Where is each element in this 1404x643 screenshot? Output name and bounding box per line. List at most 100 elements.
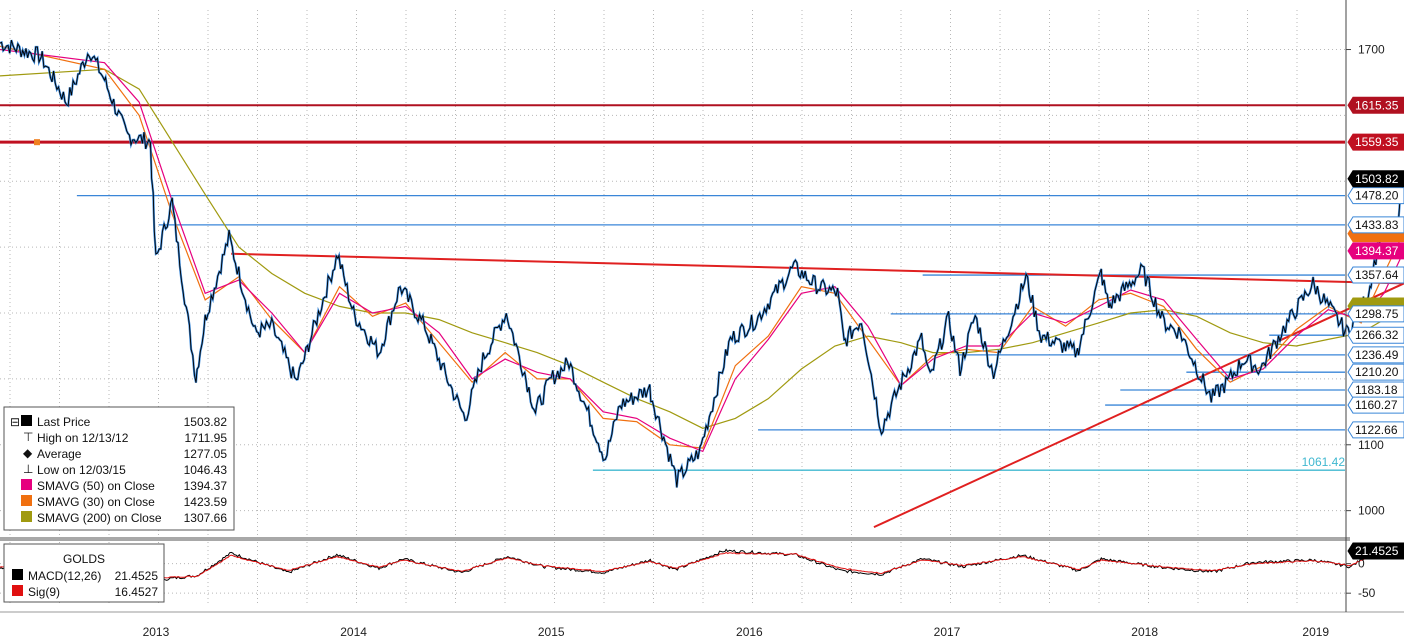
level-tag: 1236.49 [1347, 346, 1404, 364]
level-tag: 1122.66 [1347, 421, 1404, 439]
level-tag-label: 1266.32 [1355, 328, 1399, 342]
panel-divider [0, 537, 1350, 541]
legend-value: 1503.82 [184, 415, 228, 429]
level-tag: 1298.75 [1347, 305, 1404, 323]
legend-collapse-icon: ⊟ [10, 415, 20, 429]
level-tag-label: 1160.27 [1355, 398, 1398, 412]
level-tag-label: 1357.64 [1355, 268, 1399, 282]
value-tag: 1394.37 [1347, 242, 1404, 260]
x-tick-label: 2018 [1131, 625, 1158, 639]
x-tick-label: 2013 [143, 625, 170, 639]
price-series [0, 39, 1404, 488]
macd-legend: GOLDS MACD(12,26) 21.4525 Sig(9) 16.4527 [3, 543, 165, 603]
resistance-tag-bg [1347, 96, 1404, 114]
level-annotation: 1061.42 [1302, 455, 1346, 469]
level-tag-bg [1347, 363, 1404, 381]
value-tag-bg [1347, 242, 1404, 260]
level-tag: 1183.18 [1347, 381, 1404, 399]
y-tick-label: 1000 [1358, 504, 1385, 518]
legend-label: High on 12/13/12 [37, 431, 129, 445]
macd-legend-value: 21.4525 [115, 569, 159, 583]
legends: ⊟ Last Price 1503.82 ⊤ High on 12/13/12 1711.… [3, 406, 235, 603]
legend-box [3, 406, 235, 531]
legend-value: 1711.95 [185, 431, 228, 445]
level-tag-label: 1298.75 [1355, 307, 1399, 321]
legend-value: 1394.37 [184, 479, 228, 493]
level-tag-label: 1236.49 [1355, 348, 1399, 362]
level-tag-label: 1478.20 [1355, 189, 1399, 203]
level-tag-label: 1183.18 [1355, 383, 1398, 397]
level-tag: 1433.83 [1347, 216, 1404, 234]
legend-symbol: ◆ [23, 446, 33, 460]
price-line [0, 39, 1404, 488]
macd-legend-box [3, 543, 165, 603]
main-legend: ⊟ Last Price 1503.82 ⊤ High on 12/13/12 1711.… [3, 406, 235, 531]
level-tag-bg [1347, 346, 1404, 364]
signal-line [0, 549, 1404, 579]
macd-panel [0, 545, 1404, 582]
resistance-tag: 1615.35 [1347, 96, 1404, 114]
level-tag: 1478.20 [1347, 187, 1404, 205]
trend-line [873, 282, 1404, 529]
macd-legend-value: 16.4527 [115, 585, 159, 599]
trend-line [231, 252, 1404, 285]
macd-legend-swatch [12, 569, 23, 580]
level-tag-label: 1433.83 [1355, 218, 1399, 232]
legend-symbol: ⊥ [23, 462, 33, 476]
level-tag-bg [1347, 421, 1404, 439]
legend-value: 1277.05 [184, 447, 228, 461]
macd-value-tag-label: 21.4525 [1355, 544, 1399, 558]
macd-value-tag-bg [1347, 542, 1404, 560]
support-resistance-levels [0, 104, 1404, 529]
legend-label: SMAVG (50) on Close [37, 479, 155, 493]
macd-line [0, 545, 1404, 582]
axes: 1000 1100 1700 0 -50 2013 2014 2015 2016 2017 2018… [143, 0, 1385, 639]
x-tick-label: 2014 [340, 625, 367, 639]
level-tag-bg [1347, 187, 1404, 205]
legend-label: Last Price [37, 415, 91, 429]
legend-label: Average [37, 447, 82, 461]
value-tag-label: 1394.37 [1355, 244, 1399, 258]
level-tag-bg [1347, 326, 1404, 344]
level-tag: 1210.20 [1347, 363, 1404, 381]
macd-legend-swatch [12, 585, 23, 596]
x-tick-label: 2015 [538, 625, 565, 639]
resistance-tag-label: 1615.35 [1355, 98, 1399, 112]
price-tags: 1615.35 1559.35 1478.20 1433.83 1357.64 1298.… [1302, 96, 1404, 560]
sma-line-2 [0, 45, 1404, 449]
macd-legend-label: Sig(9) [28, 585, 60, 599]
level-tag-bg [1347, 216, 1404, 234]
legend-value: 1423.59 [184, 495, 228, 509]
legend-label: SMAVG (30) on Close [37, 495, 155, 509]
resistance-tag-bg [1347, 133, 1404, 151]
level-tag-bg [1347, 305, 1404, 323]
level-tag-bg [1347, 266, 1404, 284]
macd-y-tick-label: 0 [1358, 557, 1365, 571]
y-tick-label: 1100 [1358, 438, 1384, 452]
sma-line-1 [0, 48, 1404, 453]
level-tag-bg [1347, 381, 1404, 399]
resistance-tag-label: 1559.35 [1355, 135, 1399, 149]
y-tick-label: 1700 [1358, 43, 1385, 57]
macd-value-tag: 21.4525 [1347, 542, 1404, 560]
legend-swatch [21, 415, 32, 426]
x-tick-label: 2017 [934, 625, 961, 639]
legend-label: Low on 12/03/15 [37, 463, 126, 477]
level-tag-label: 1210.20 [1355, 365, 1399, 379]
level-tag-bg [1347, 396, 1404, 414]
level-tag: 1266.32 [1347, 326, 1404, 344]
price-marker [34, 139, 40, 146]
legend-value: 1307.66 [184, 511, 228, 525]
legend-value: 1046.43 [184, 463, 228, 477]
macd-y-tick-label: -50 [1358, 586, 1376, 600]
legend-swatch [21, 495, 32, 506]
level-tag: 1160.27 [1347, 396, 1404, 414]
sma-line-3 [0, 68, 1404, 429]
macd-title: GOLDS [63, 552, 105, 566]
legend-swatch [21, 479, 32, 490]
legend-swatch [21, 511, 32, 522]
value-tag: 1503.82 [1347, 170, 1404, 188]
x-tick-label: 2019 [1302, 625, 1329, 639]
level-tag-label: 1122.66 [1355, 423, 1398, 437]
